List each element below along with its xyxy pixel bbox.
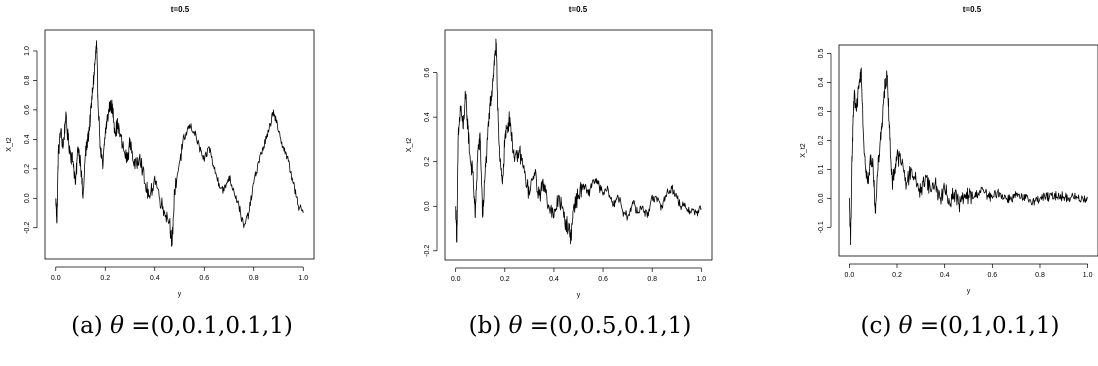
y-tick-label: 0.2 [424, 157, 431, 167]
y-tick-label: 0.0 [24, 193, 31, 203]
y-axis-label: X_t2 [6, 137, 13, 152]
y-tick-label: 1.0 [24, 46, 31, 56]
plot-frame [444, 29, 713, 261]
y-tick-label: 0.2 [24, 164, 31, 174]
figure-caption: (c) θ =(0,1,0.1,1) [861, 313, 1060, 339]
caption-theta-symbol: θ [509, 313, 523, 339]
y-tick-label: 0.4 [24, 134, 31, 144]
x-tick-label: 0.4 [150, 275, 160, 282]
x-tick-label: 0.0 [51, 275, 61, 282]
x-axis-label: y [178, 291, 182, 298]
data-line [849, 67, 1088, 246]
y-tick-label: 0.4 [424, 112, 431, 122]
x-tick-label: 0.6 [987, 272, 997, 279]
caption-prefix: (a) [71, 313, 110, 339]
figure-caption: (a) θ =(0,0.1,0.1,1) [71, 313, 293, 339]
chart-panel-2: t=0.5 0.0 0.2 0.4 0.6 0.8 1.0 y -0.2 0.0 0.2 0.4 0.6… [406, 5, 713, 339]
y-tick-label: -0.1 [818, 221, 825, 233]
x-tick-label: 0.2 [892, 272, 902, 279]
caption-theta-value: =(0,1,0.1,1) [913, 313, 1060, 339]
x-tick-label: 0.4 [940, 272, 950, 279]
y-tick-label: 0.0 [424, 201, 431, 211]
caption-theta-symbol: θ [899, 313, 913, 339]
y-axis-label: X_t2 [406, 138, 413, 153]
x-tick-label: 0.4 [549, 276, 559, 283]
x-tick-label: 1.0 [696, 276, 706, 283]
x-tick-label: 0.6 [598, 276, 608, 283]
chart-title: t=0.5 [569, 5, 588, 14]
y-tick-label: 0.0 [818, 193, 825, 203]
caption-prefix: (c) [861, 313, 899, 339]
x-axis-label: y [577, 292, 581, 299]
y-tick-label: 0.8 [24, 75, 31, 85]
caption-theta-symbol: θ [110, 313, 124, 339]
x-tick-label: 1.0 [1083, 272, 1093, 279]
y-axis-label: X_t2 [800, 143, 807, 158]
data-line [55, 40, 304, 247]
x-tick-label: 0.0 [844, 272, 854, 279]
plot-frame [44, 29, 315, 260]
plot-frame [838, 44, 1098, 257]
x-tick-label: 1.0 [298, 275, 308, 282]
x-tick-label: 0.2 [500, 276, 510, 283]
figure-caption: (b) θ =(0,0.5,0.1,1) [469, 313, 692, 339]
x-tick-label: 0.8 [1035, 272, 1045, 279]
x-tick-label: 0.0 [451, 276, 461, 283]
x-tick-label: 0.6 [199, 275, 209, 282]
chart-title: t=0.5 [171, 5, 190, 14]
y-tick-label: 0.1 [818, 164, 825, 174]
y-tick-label: 0.5 [818, 48, 825, 58]
y-tick-label: 0.4 [818, 77, 825, 87]
chart-title: t=0.5 [963, 5, 982, 14]
y-tick-label: 0.3 [818, 106, 825, 116]
x-tick-label: 0.2 [100, 275, 110, 282]
y-tick-label: -0.2 [24, 222, 31, 234]
x-axis-label: y [967, 288, 971, 295]
caption-prefix: (b) [469, 313, 509, 339]
data-line [455, 38, 702, 245]
y-tick-label: 0.6 [424, 68, 431, 78]
chart-panel-3: t=0.5 0.0 0.2 0.4 0.6 0.8 1.0 y -0.1 0.0 0.1 0.2 0.3… [800, 5, 1098, 339]
chart-panel-1: t=0.5 0.0 0.2 0.4 0.6 0.8 1.0 y -0.2 0.0 0.2 0.4 0.6… [6, 5, 315, 339]
caption-theta-value: =(0,0.1,0.1,1) [124, 313, 293, 339]
x-tick-label: 0.8 [647, 276, 657, 283]
y-tick-label: 0.2 [818, 135, 825, 145]
y-tick-label: 0.6 [24, 105, 31, 115]
y-tick-label: -0.2 [424, 245, 431, 257]
x-tick-label: 0.8 [249, 275, 259, 282]
caption-theta-value: =(0,0.5,0.1,1) [522, 313, 691, 339]
